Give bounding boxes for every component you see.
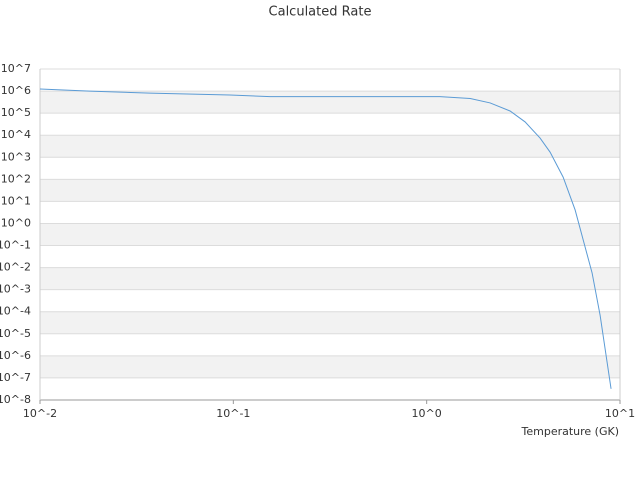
grid-band [40, 311, 620, 334]
x-tick-label: 10^0 [412, 407, 442, 420]
y-tick-label: 10^1 [1, 194, 31, 207]
y-tick-label: 10^-8 [0, 393, 31, 406]
y-tick-label: 10^-6 [0, 349, 31, 362]
y-tick-label: 10^5 [1, 106, 31, 119]
grid-band [40, 91, 620, 114]
y-tick-label: 10^7 [1, 62, 31, 75]
x-tick-label: 10^-2 [23, 407, 57, 420]
chart-title: Calculated Rate [269, 5, 372, 20]
y-tick-label: 10^-4 [0, 305, 31, 318]
grid-band [40, 135, 620, 158]
grid-band [40, 267, 620, 290]
y-tick-label: 10^-5 [0, 327, 31, 340]
y-tick-label: 10^0 [1, 216, 31, 229]
y-tick-label: 10^2 [1, 172, 31, 185]
y-tick-label: 10^3 [1, 150, 31, 163]
x-tick-label: 10^1 [605, 407, 635, 420]
y-tick-label: 10^-7 [0, 371, 31, 384]
grid-band [40, 179, 620, 202]
y-tick-label: 10^6 [1, 84, 31, 97]
x-axis-label: Temperature (GK) [521, 425, 620, 438]
grid-band [40, 223, 620, 246]
y-tick-label: 10^-1 [0, 239, 31, 252]
grid-band [40, 355, 620, 378]
y-tick-label: 10^4 [1, 128, 31, 141]
y-tick-label: 10^-2 [0, 261, 31, 274]
data-line [39, 88, 612, 389]
y-tick-label: 10^-3 [0, 283, 31, 296]
x-tick-label: 10^-1 [216, 407, 250, 420]
